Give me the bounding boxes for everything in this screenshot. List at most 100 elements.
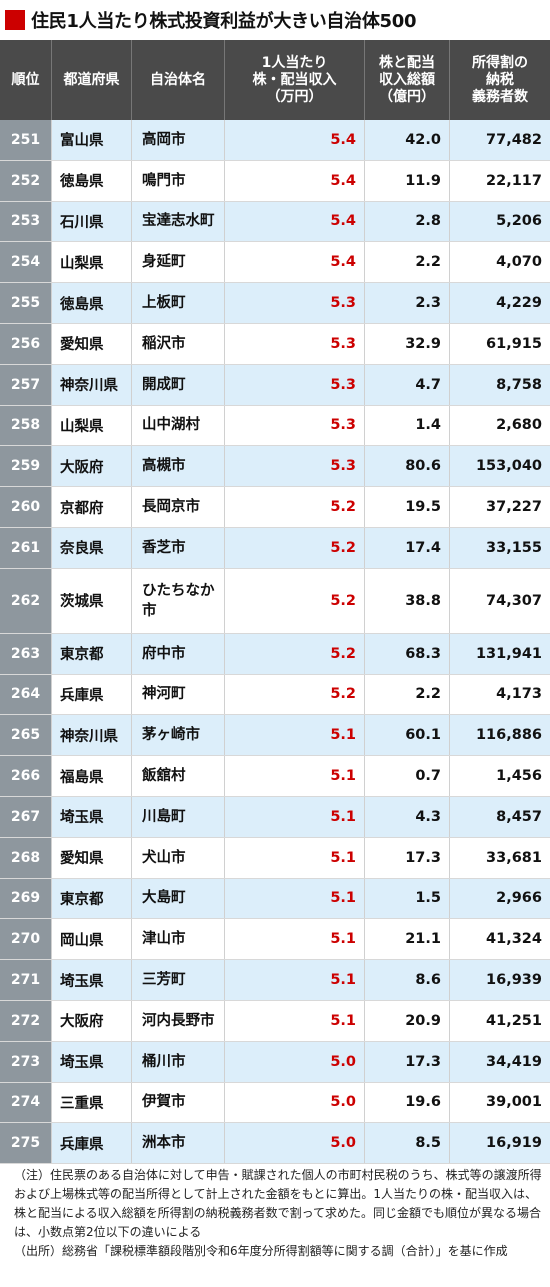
per-capita-cell: 5.3: [225, 446, 365, 487]
municipality-cell: 河内長野市: [132, 1000, 225, 1041]
taxpayers-cell: 116,886: [475, 727, 542, 744]
taxpayers-cell: 131,941: [475, 645, 542, 662]
header-total: 株と配当 収入総額 （億円）: [365, 40, 450, 120]
table-row: 256 愛知県 稲沢市 5.3 32.9 61,915: [0, 323, 550, 365]
municipality-cell: 長岡京市: [132, 487, 225, 527]
table-row: 264 兵庫県 神河町 5.2 2.2 4,173: [0, 674, 550, 716]
table-row: 260 京都府 長岡京市 5.2 19.5 37,227: [0, 487, 550, 528]
prefecture-cell: 山梨県: [52, 242, 132, 283]
per-capita-cell: 5.4: [225, 120, 365, 160]
header-rank: 順位: [0, 40, 52, 120]
taxpayers-cell: 61,915: [486, 335, 542, 352]
table-row: 261 奈良県 香芝市 5.2 17.4 33,155: [0, 527, 550, 569]
table-row: 262 茨城県 ひたちなか 市 5.2 38.8 74,307: [0, 568, 550, 634]
per-capita-cell: 5.2: [225, 487, 365, 527]
prefecture-cell: 徳島県: [52, 283, 132, 323]
taxpayers-cell: 41,251: [486, 1012, 542, 1029]
per-capita-cell: 5.2: [225, 674, 365, 715]
municipality-cell: 大島町: [132, 878, 225, 919]
municipality-cell: 三芳町: [132, 960, 225, 1000]
total-cell: 21.1: [365, 919, 450, 960]
prefecture-cell: 埼玉県: [52, 960, 132, 1000]
per-capita-cell: 5.1: [225, 756, 365, 796]
table-row: 263 東京都 府中市 5.2 68.3 131,941: [0, 633, 550, 675]
per-capita-cell: 5.1: [225, 919, 365, 960]
municipality-cell: 香芝市: [132, 527, 225, 568]
rank-cell: 270: [0, 919, 52, 960]
table-row: 267 埼玉県 川島町 5.1 4.3 8,457: [0, 796, 550, 838]
rank-cell: 251: [0, 120, 52, 160]
table-row: 270 岡山県 津山市 5.1 21.1 41,324: [0, 919, 550, 961]
table-row: 251 富山県 高岡市 5.4 42.0 77,482: [0, 120, 550, 161]
rank-cell: 267: [0, 796, 52, 837]
table-row: 266 福島県 飯舘村 5.1 0.7 1,456: [0, 756, 550, 797]
per-capita-cell: 5.1: [225, 796, 365, 837]
note-text: （注）住民票のある自治体に対して申告・賦課された個人の市町村民税のうち、株式等の…: [14, 1168, 542, 1239]
total-cell: 68.3: [365, 633, 450, 674]
taxpayers-cell: 33,155: [486, 539, 542, 556]
per-capita-cell: 5.0: [225, 1041, 365, 1082]
municipality-cell: 開成町: [132, 364, 225, 405]
total-cell: 2.3: [365, 283, 450, 323]
taxpayers-cell: 2,680: [496, 417, 542, 434]
total-cell: 11.9: [365, 160, 450, 201]
per-capita-cell: 5.4: [225, 201, 365, 242]
rank-cell: 265: [0, 715, 52, 756]
per-capita-cell: 5.1: [225, 715, 365, 756]
taxpayers-cell: 4,229: [496, 295, 542, 312]
table-row: 272 大阪府 河内長野市 5.1 20.9 41,251: [0, 1000, 550, 1042]
per-capita-cell: 5.1: [225, 1000, 365, 1041]
taxpayers-cell: 37,227: [486, 499, 542, 516]
rank-cell: 254: [0, 242, 52, 283]
taxpayers-cell: 5,206: [496, 213, 542, 230]
rank-cell: 268: [0, 837, 52, 878]
taxpayers-cell: 2,966: [496, 890, 542, 907]
table-row: 257 神奈川県 開成町 5.3 4.7 8,758: [0, 364, 550, 406]
municipality-cell: 稲沢市: [132, 323, 225, 364]
per-capita-cell: 5.2: [225, 527, 365, 568]
municipality-cell: 上板町: [132, 283, 225, 323]
total-cell: 19.5: [365, 487, 450, 527]
municipality-cell: 洲本市: [132, 1123, 225, 1164]
taxpayers-cell: 153,040: [475, 458, 542, 475]
table-row: 268 愛知県 犬山市 5.1 17.3 33,681: [0, 837, 550, 879]
prefecture-cell: 大阪府: [52, 1000, 132, 1041]
prefecture-cell: 三重県: [52, 1082, 132, 1123]
per-capita-cell: 5.4: [225, 160, 365, 201]
prefecture-cell: 神奈川県: [52, 364, 132, 405]
prefecture-cell: 富山県: [52, 120, 132, 160]
prefecture-cell: 兵庫県: [52, 674, 132, 715]
total-cell: 42.0: [365, 120, 450, 160]
municipality-cell: 高岡市: [132, 120, 225, 160]
table-body: 251 富山県 高岡市 5.4 42.0 77,482 252 徳島県 鳴門市 5.4 11.9 22…: [0, 120, 550, 1165]
total-cell: 2.2: [365, 674, 450, 715]
taxpayers-cell: 39,001: [486, 1094, 542, 1111]
per-capita-cell: 5.1: [225, 837, 365, 878]
table-row: 273 埼玉県 桶川市 5.0 17.3 34,419: [0, 1041, 550, 1083]
rank-cell: 275: [0, 1123, 52, 1164]
rank-cell: 261: [0, 527, 52, 568]
header-per-capita: 1人当たり 株・配当収入 （万円）: [225, 40, 365, 120]
per-capita-cell: 5.3: [225, 283, 365, 323]
taxpayers-cell: 4,070: [496, 254, 542, 271]
rank-cell: 253: [0, 201, 52, 242]
table-row: 253 石川県 宝達志水町 5.4 2.8 5,206: [0, 201, 550, 243]
taxpayers-cell: 16,919: [486, 1135, 542, 1152]
table-row: 258 山梨県 山中湖村 5.3 1.4 2,680: [0, 405, 550, 447]
page-title: 住民1人当たり株式投資利益が大きい自治体500: [31, 11, 417, 32]
table-row: 259 大阪府 高槻市 5.3 80.6 153,040: [0, 446, 550, 488]
municipality-cell: 府中市: [132, 633, 225, 674]
prefecture-cell: 福島県: [52, 756, 132, 796]
taxpayers-cell: 34,419: [486, 1053, 542, 1070]
rank-cell: 264: [0, 674, 52, 715]
rank-cell: 266: [0, 756, 52, 796]
prefecture-cell: 愛知県: [52, 323, 132, 364]
rank-cell: 257: [0, 364, 52, 405]
prefecture-cell: 京都府: [52, 487, 132, 527]
per-capita-cell: 5.2: [225, 633, 365, 674]
total-cell: 8.6: [365, 960, 450, 1000]
per-capita-cell: 5.0: [225, 1082, 365, 1123]
prefecture-cell: 愛知県: [52, 837, 132, 878]
header-prefecture: 都道府県: [52, 40, 132, 120]
prefecture-cell: 神奈川県: [52, 715, 132, 756]
